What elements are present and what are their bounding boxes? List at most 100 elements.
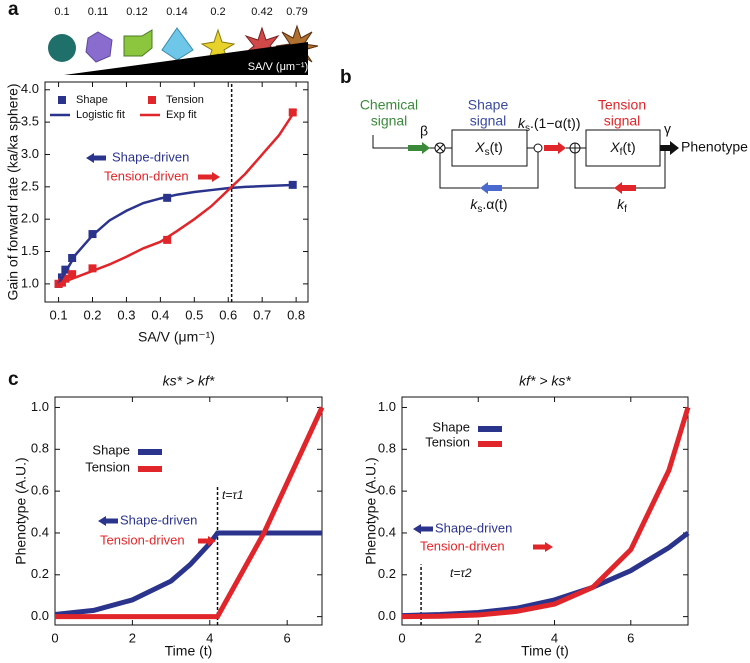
arrow [98, 516, 118, 526]
node-label: signal [371, 113, 408, 129]
node-label: signal [604, 113, 641, 129]
x-tick-label: 0.4 [151, 307, 169, 322]
arrow [198, 172, 220, 182]
diagram: Chemical signal Shape signal Tension sig… [360, 97, 748, 215]
strip-value: 0.11 [88, 6, 109, 18]
legend-swatch [148, 96, 156, 104]
y-tick-label: 2.0 [21, 211, 39, 226]
x-tick-label: 6 [627, 630, 634, 645]
x-tick-label: 2 [475, 630, 482, 645]
marker [61, 274, 70, 283]
y-tick-label: 1.5 [21, 243, 39, 258]
series-line [55, 406, 325, 620]
panel-letter: c [8, 369, 19, 390]
edge-label: ks.(1−α(t)) [518, 115, 580, 134]
x-tick-label: 0.3 [117, 307, 135, 322]
legend-label: Tension [425, 434, 470, 449]
x-tick-label: 4 [551, 630, 558, 645]
x-tick-label: 2 [129, 630, 136, 645]
chart-title: kf* > ks* [519, 373, 571, 389]
y-tick-label: 0.6 [378, 483, 396, 498]
x-tick-label: 0.5 [185, 307, 203, 322]
x-axis-label: Time (t) [165, 643, 213, 659]
y-tick-label: 0.0 [378, 608, 396, 623]
series-line [58, 108, 298, 286]
y-tick-label: 0.6 [31, 483, 49, 498]
arrow [198, 536, 216, 546]
series-line [57, 183, 297, 285]
node-label: Xs(t) [474, 139, 503, 158]
legend-label: Shape [432, 419, 470, 434]
strip-value: 0.79 [286, 6, 307, 18]
x-tick-label: 0.2 [83, 307, 101, 322]
annotation: Tension-driven [100, 532, 185, 547]
legend-label: Shape [92, 442, 130, 457]
panel-letter: b [340, 67, 352, 88]
y-tick-label: 2.5 [21, 178, 39, 193]
arrow [86, 153, 106, 163]
arrow [533, 542, 553, 552]
node-label: Shape [468, 97, 509, 113]
annotation: Tension-driven [104, 168, 189, 183]
edge-label: β [420, 123, 428, 139]
y-tick-label: 0.2 [31, 566, 49, 581]
edge-label: kf [617, 196, 627, 215]
threshold-label: t=τ2 [450, 566, 472, 580]
series-line [54, 530, 322, 618]
strip-value: 0.12 [126, 6, 147, 18]
annotation: Shape-driven [112, 149, 189, 164]
strip-value: 0.42 [251, 6, 272, 18]
x-axis-label: SA/V (μm⁻¹) [138, 329, 215, 345]
strip-label: SA/V (μm⁻¹) [248, 61, 308, 73]
y-tick-label: 1.0 [378, 399, 396, 414]
y-tick-label: 0.8 [378, 441, 396, 456]
shape-icons [48, 24, 319, 75]
plot-frame [44, 81, 309, 303]
y-tick-label: 1.0 [21, 275, 39, 290]
edge-label: ks.α(t) [470, 196, 507, 215]
threshold-label: t=τ1 [222, 488, 244, 502]
node-label: Chemical [360, 97, 418, 113]
series-line [401, 406, 691, 620]
y-tick-label: 0.4 [31, 524, 49, 539]
legend-label: Tension [166, 94, 204, 106]
marker [68, 254, 77, 262]
y-axis-label: Phenotype (A.U.) [13, 457, 29, 564]
node-label: Tension [598, 97, 646, 113]
y-tick-label: 0.2 [378, 566, 396, 581]
x-tick-label: 6 [284, 630, 291, 645]
node-label: Xf(t) [609, 139, 635, 158]
chart-title: ks* > kf* [163, 373, 215, 389]
y-tick-label: 4.0 [21, 81, 39, 96]
plot-frame [401, 396, 689, 626]
x-tick-label: 4 [206, 630, 213, 645]
marker [88, 264, 97, 273]
y-axis-label: Gain of forward rate (ka/ka sphere) [5, 83, 21, 300]
legend-swatch [58, 96, 66, 104]
x-tick-label: 0.7 [253, 307, 271, 322]
x-tick-label: 0 [398, 630, 405, 645]
node-label: signal [470, 113, 507, 129]
legend-label: Tension [85, 459, 130, 474]
y-tick-label: 0.0 [31, 608, 49, 623]
legend-label: Shape [76, 94, 108, 106]
panel-letter: a [8, 0, 19, 20]
y-tick-label: 3.5 [21, 114, 39, 129]
x-tick-label: 0.1 [50, 307, 68, 322]
y-tick-label: 0.4 [378, 524, 396, 539]
annotation: Tension-driven [420, 538, 505, 553]
x-tick-label: 0.6 [219, 307, 237, 322]
annotation: Shape-driven [435, 520, 512, 535]
node-label: Phenotype [681, 139, 748, 155]
strip-value: 0.1 [54, 6, 69, 18]
legend-label: Logistic fit [76, 109, 125, 121]
marker [61, 265, 70, 274]
x-tick-label: 0.8 [287, 307, 305, 322]
y-tick-label: 1.0 [31, 399, 49, 414]
x-axis-label: Time (t) [521, 643, 569, 659]
y-axis-label: Phenotype (A.U.) [363, 457, 379, 564]
edge-label: γ [664, 121, 671, 137]
y-tick-label: 0.8 [31, 441, 49, 456]
annotation: Shape-driven [120, 512, 197, 527]
